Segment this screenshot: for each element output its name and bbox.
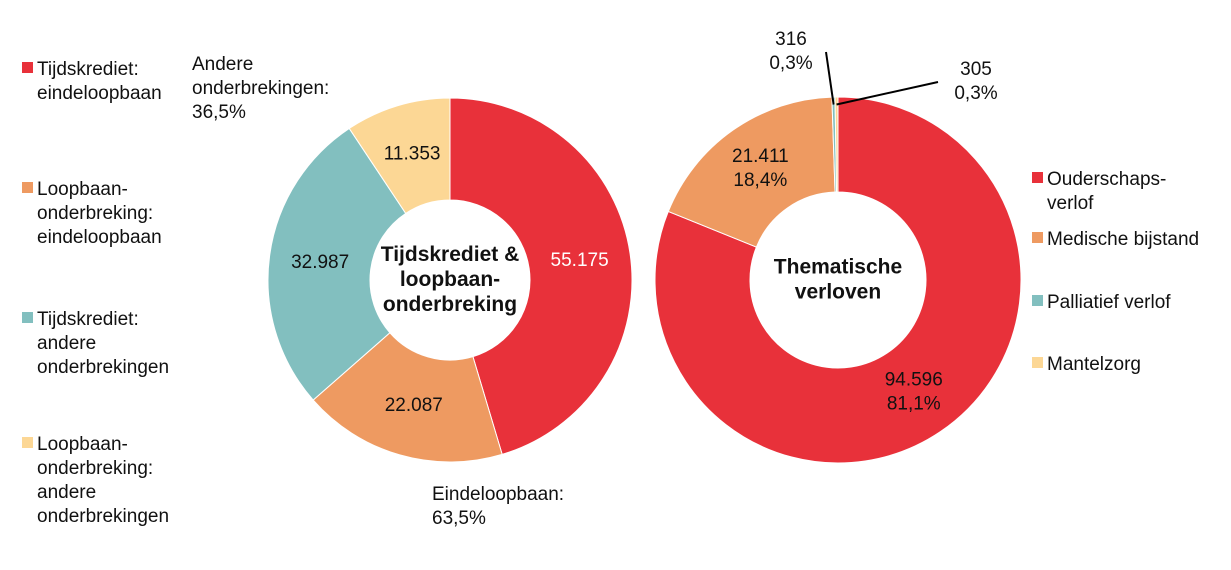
slice <box>654 96 1022 464</box>
value-label: 11.353 <box>384 144 441 165</box>
legend-swatch <box>1032 172 1043 183</box>
slice <box>348 97 451 215</box>
value-label: 94.596 81,1% <box>885 369 943 414</box>
legend-label: Loopbaan-onderbreking: andere onderbreking… <box>37 434 169 527</box>
chart-title: Thematische verloven <box>774 255 902 303</box>
legend-label: Tijdskrediet: andere onderbrekingen <box>37 309 169 378</box>
legend-swatch <box>22 437 33 448</box>
legend-label: Mantelzorg <box>1047 354 1141 375</box>
value-label: 32.987 <box>291 252 349 273</box>
value-label: 21.411 18,4% <box>732 146 789 191</box>
chart-title: Tijdskrediet & loopbaan-onderbreking <box>381 243 520 316</box>
slice <box>834 96 839 193</box>
donut-hole <box>371 201 529 359</box>
value-label: 316 0,3% <box>769 29 812 74</box>
legend-label: Tijdskrediet: eindeloopbaan <box>37 59 162 104</box>
value-label: 22.087 <box>385 395 443 416</box>
legend-swatch <box>22 182 33 193</box>
legend-swatch <box>1032 295 1043 306</box>
slice <box>267 127 407 401</box>
value-label: 305 0,3% <box>954 59 997 104</box>
annotation: Eindeloopbaan: 63,5% <box>432 484 564 529</box>
legend-swatch <box>1032 232 1043 243</box>
legend-label: Loopbaan-onderbreking: eindeloopbaan <box>37 179 162 248</box>
legend-swatch <box>22 62 33 73</box>
leader-line <box>825 51 835 105</box>
slice <box>449 97 633 455</box>
value-label: 55.175 <box>551 250 609 271</box>
legend-label: Ouderschaps-verlof <box>1047 169 1166 214</box>
legend-label: Medische bijstand <box>1047 229 1199 250</box>
legend-swatch <box>22 312 33 323</box>
annotation: Andere onderbrekingen: 36,5% <box>192 54 329 123</box>
slice <box>312 332 503 463</box>
leader-line <box>836 81 939 106</box>
slice <box>667 96 836 248</box>
legend-swatch <box>1032 357 1043 368</box>
donut-hole <box>751 193 925 367</box>
legend-label: Palliatief verlof <box>1047 292 1171 313</box>
